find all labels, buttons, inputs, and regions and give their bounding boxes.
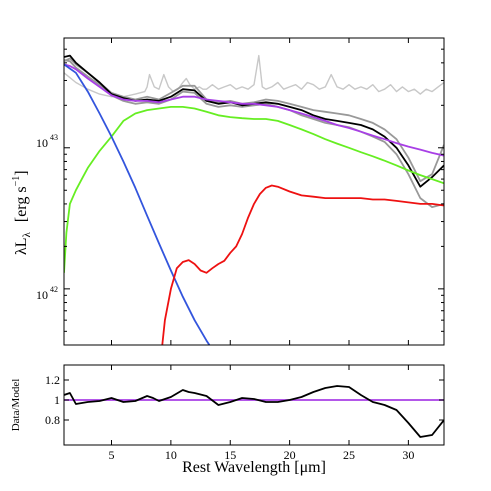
y-tick-base-1e43: 10: [36, 136, 48, 150]
residual-y-ticks: 0.8 1 1.2: [45, 373, 444, 427]
residual-x-ticks: 5 10 15 20 25 30: [109, 365, 414, 462]
residual-y-axis-label: Data/Model: [10, 379, 22, 432]
ylabel-unit-open: [erg s: [13, 186, 30, 222]
y-tick-exp-1e42: 42: [50, 285, 58, 294]
ylabel-unit-close: ]: [13, 170, 30, 175]
ylabel-sub: λ: [21, 231, 33, 237]
y-tick-exp-1e43: 43: [50, 133, 58, 142]
main-y-tick-label-1e42: 10 42: [36, 285, 58, 302]
x-tick-label-10: 10: [165, 448, 177, 462]
x-tick-label-25: 25: [343, 448, 355, 462]
main-series-line-3: [64, 54, 444, 188]
main-series-line-5: [64, 106, 444, 273]
main-y-ticks: [64, 37, 444, 346]
main-plot-frame: [63, 37, 445, 346]
main-y-tick-label-1e43: 10 43: [36, 133, 58, 150]
ylabel-unit-sup: −1: [11, 176, 22, 187]
residual-panel: 5 10 15 20 25 30 0.8 1 1.2 Rest Wavelength [μm]…: [10, 364, 445, 476]
main-x-ticks: [111, 38, 409, 345]
residual-y-tick-label-1.2: 1.2: [45, 373, 60, 387]
main-series-line-0: [64, 54, 444, 98]
y-tick-base-1e42: 10: [36, 288, 48, 302]
main-series-group: [64, 54, 444, 345]
ylabel-main: λL: [13, 237, 30, 255]
residual-y-tick-label-0.8: 0.8: [45, 413, 60, 427]
residual-plot-frame: [63, 364, 445, 446]
main-series-line-4: [64, 63, 444, 157]
x-tick-label-15: 15: [224, 448, 236, 462]
main-y-axis-label: λLλ [erg s−1]: [11, 170, 33, 255]
main-series-line-6: [64, 63, 211, 345]
residual-series-line-1: [64, 385, 444, 438]
residual-y-tick-label-1: 1: [54, 393, 60, 407]
x-tick-label-5: 5: [109, 448, 115, 462]
main-series-line-7: [161, 184, 444, 345]
main-panel: 10 43 10 42 λLλ [erg s−1]: [11, 37, 445, 346]
x-axis-label: Rest Wavelength [μm]: [182, 459, 326, 476]
x-tick-label-30: 30: [402, 448, 414, 462]
x-tick-label-20: 20: [284, 448, 296, 462]
residual-series-group: [64, 385, 444, 438]
